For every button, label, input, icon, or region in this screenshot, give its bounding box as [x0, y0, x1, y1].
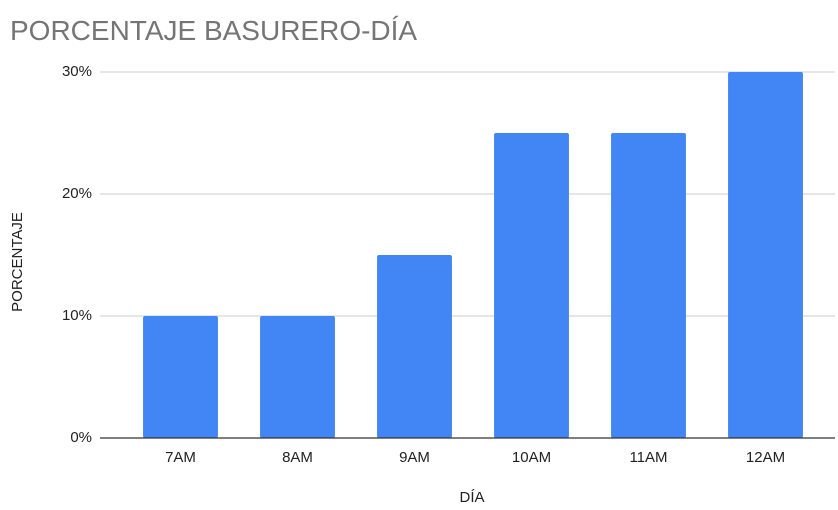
x-tick-label: 12AM	[746, 449, 785, 466]
bar	[494, 133, 569, 438]
bar	[143, 316, 218, 438]
y-tick-label: 30%	[62, 63, 92, 80]
chart-title: PORCENTAJE BASURERO-DÍA	[10, 15, 417, 46]
x-tick-label: 10AM	[512, 449, 551, 466]
y-tick-label: 0%	[70, 429, 92, 446]
bar	[377, 255, 452, 438]
bar	[611, 133, 686, 438]
bar	[260, 316, 335, 438]
y-tick-label: 20%	[62, 185, 92, 202]
y-tick-label: 10%	[62, 307, 92, 324]
y-axis-title: PORCENTAJE	[9, 212, 26, 312]
x-axis-title: DÍA	[459, 489, 484, 506]
x-tick-label: 11AM	[629, 449, 667, 466]
bar	[728, 72, 803, 438]
x-tick-label: 9AM	[399, 449, 430, 466]
x-tick-label: 7AM	[165, 449, 196, 466]
x-tick-label: 8AM	[282, 449, 313, 466]
